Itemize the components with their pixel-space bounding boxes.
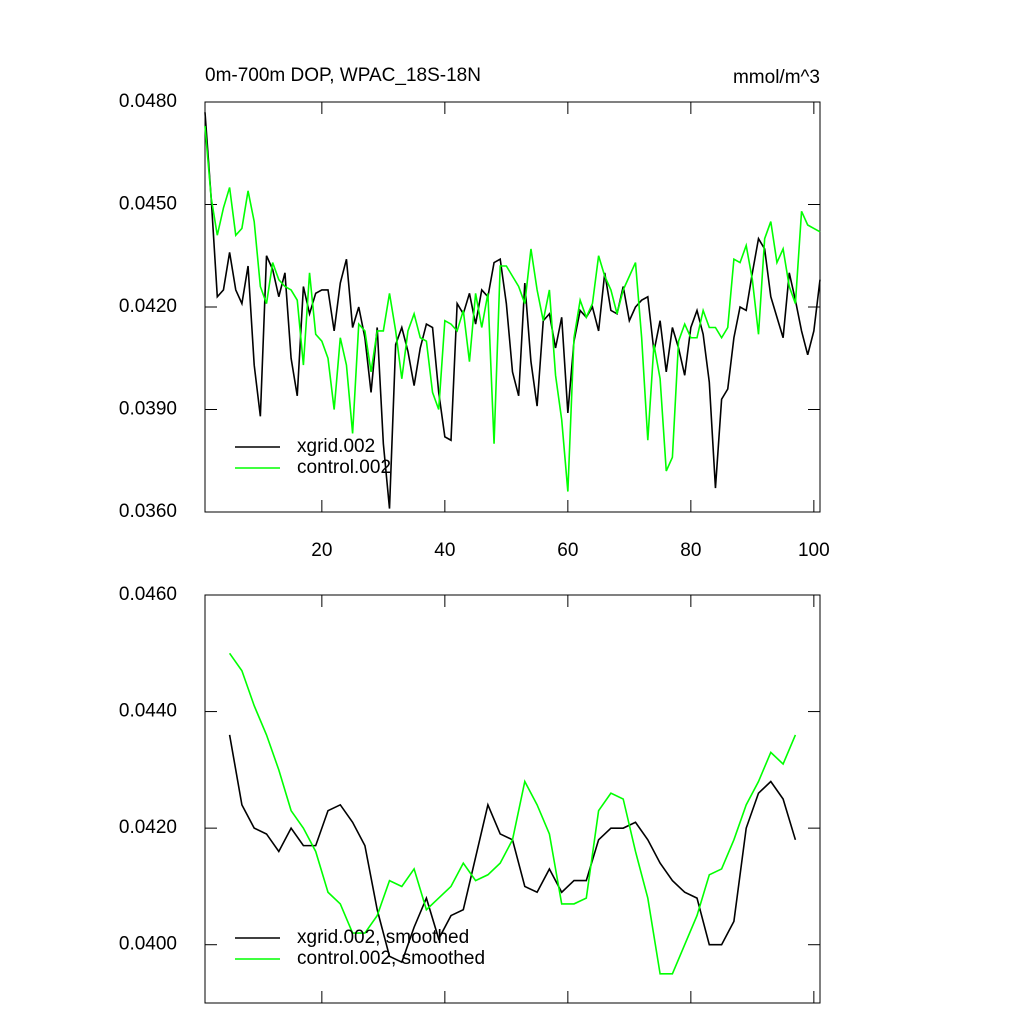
y-tick-label: 0.0360: [119, 501, 177, 522]
data-line: [204, 125, 821, 492]
legend-label: control.002: [297, 457, 391, 478]
y-tick-label: 0.0450: [119, 194, 177, 215]
y-tick-label: 0.0480: [119, 91, 177, 112]
y-tick-label: 0.0440: [119, 701, 177, 722]
y-tick-label: 0.0420: [119, 296, 177, 317]
legend-label: control.002, smoothed: [297, 948, 485, 969]
legend-label: xgrid.002, smoothed: [297, 927, 469, 948]
x-tick-label: 60: [557, 540, 578, 561]
y-tick-label: 0.0420: [119, 817, 177, 838]
x-tick-label: 100: [798, 540, 830, 561]
legend-label: xgrid.002: [297, 436, 375, 457]
y-tick-label: 0.0390: [119, 399, 177, 420]
data-line: [228, 652, 797, 975]
chart-title: 0m-700m DOP, WPAC_18S-18N: [205, 65, 481, 86]
plot-frame: [204, 594, 821, 1004]
y-tick-label: 0.0400: [119, 934, 177, 955]
units-label: mmol/m^3: [733, 67, 820, 88]
x-tick-label: 20: [311, 540, 332, 561]
x-tick-label: 40: [434, 540, 455, 561]
y-tick-label: 0.0460: [119, 584, 177, 605]
x-tick-label: 80: [680, 540, 701, 561]
